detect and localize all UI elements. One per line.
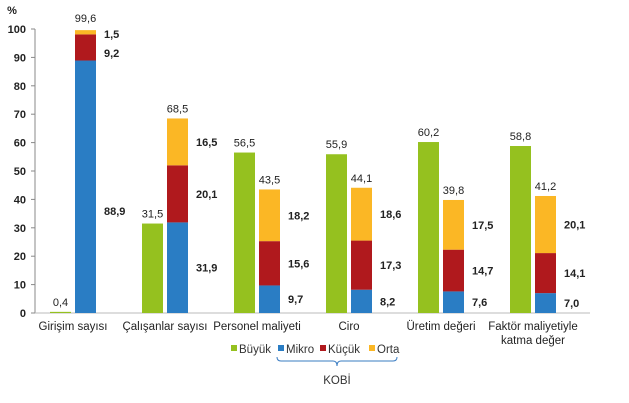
bar-buyuk [326,154,347,313]
data-label-kobi-total: 39,8 [443,185,464,197]
bar-kucük [167,165,188,223]
data-label-küçük: 17,3 [380,260,401,272]
data-label-mikro: 9,7 [288,294,303,306]
bar-mikro [351,289,372,313]
bar-orta [443,199,464,250]
data-label-mikro: 31,9 [196,263,217,275]
y-tick-label: 100 [8,24,26,36]
data-label-mikro: 8,2 [380,296,395,308]
bar-mikro [167,222,188,313]
y-tick-label: 70 [14,109,26,121]
bar-kucük [351,240,372,290]
y-axis: 0 10 20 30 40 50 60 70 80 90 100 [8,24,590,320]
data-label-buyuk: 60,2 [418,127,439,139]
category-labels: Girişim sayısı Çalışanlar sayısı Personel … [39,321,578,347]
y-tick-label: 60 [14,138,26,150]
data-label-mikro: 7,0 [564,298,579,310]
bars [50,30,556,313]
data-label-kobi-total: 68,5 [167,103,188,115]
y-tick-label: 80 [14,81,26,93]
data-label-buyuk: 31,5 [142,209,163,221]
bar-kucük [443,249,464,292]
y-tick-label: 50 [14,166,26,178]
data-label-buyuk: 58,8 [510,131,531,143]
data-label-küçük: 15,6 [288,258,309,270]
bar-orta [351,187,372,241]
y-tick-label: 30 [14,223,26,235]
bar-orta [535,195,556,254]
bar-kucük [259,241,280,286]
data-label-buyuk: 55,9 [326,139,347,151]
legend-label: Küçük [328,344,360,356]
bar-orta [75,30,96,35]
category-label: Ciro [338,321,359,333]
bar-mikro [535,293,556,313]
y-axis-unit-label: % [7,5,17,17]
legend-label: Büyük [239,344,271,356]
data-label-kobi-total: 43,5 [259,174,280,186]
legend-swatch-orta [369,345,375,351]
y-tick-label: 20 [14,251,26,263]
legend-swatch-büyük [231,345,237,351]
category-label: Üretim değeri [406,321,475,333]
data-label-orta: 20,1 [564,220,585,232]
data-label-orta: 1,5 [104,29,119,41]
data-label-mikro: 7,6 [472,297,487,309]
category-label: Çalışanlar sayısı [122,321,207,333]
data-label-kobi-total: 99,6 [75,13,96,25]
kobi-label: KOBİ [323,374,350,387]
bar-orta [167,118,188,166]
legend: Büyük Mikro Küçük Orta KOBİ [231,344,400,387]
data-label-küçük: 14,1 [564,268,585,280]
bar-kucük [75,34,96,61]
bar-buyuk [234,152,255,313]
y-tick-label: 10 [14,280,26,292]
data-label-orta: 16,5 [196,137,217,149]
y-tick-label: 40 [14,194,26,206]
y-tick-label: 0 [20,308,26,320]
category-label: Faktör maliyetiyle [488,321,577,333]
category-label: Girişim sayısı [39,321,108,333]
legend-label: Orta [377,344,400,356]
data-labels: 0,4 88,9 9,2 1,5 99,6 31,5 31,9 20,1 16,5 68,5 56,… [53,13,586,310]
data-label-kobi-total: 41,2 [535,181,556,193]
data-label-küçük: 9,2 [104,48,119,60]
legend-label: Mikro [286,344,314,356]
data-label-buyuk: 56,5 [234,138,255,150]
bar-buyuk [50,311,71,313]
data-label-buyuk: 0,4 [53,297,68,309]
y-tick-label: 90 [14,52,26,64]
data-label-küçük: 20,1 [196,189,217,201]
bar-kucük [535,253,556,294]
data-label-küçük: 14,7 [472,266,493,278]
bar-mikro [259,285,280,313]
bar-mikro [443,291,464,313]
category-label: katma değer [501,335,565,347]
data-label-kobi-total: 44,1 [351,173,372,185]
data-label-orta: 18,2 [288,210,309,222]
legend-swatch-küçük [320,345,326,351]
bar-orta [259,189,280,242]
bar-buyuk [418,142,439,313]
data-label-orta: 17,5 [472,220,493,232]
legend-swatch-mikro [278,345,284,351]
data-label-mikro: 88,9 [104,206,125,218]
bar-buyuk [510,146,531,313]
bar-mikro [75,60,96,313]
category-label: Personel maliyeti [213,321,301,333]
bar-buyuk [142,223,163,313]
kobi-brace [276,356,398,367]
data-label-orta: 18,6 [380,209,401,221]
